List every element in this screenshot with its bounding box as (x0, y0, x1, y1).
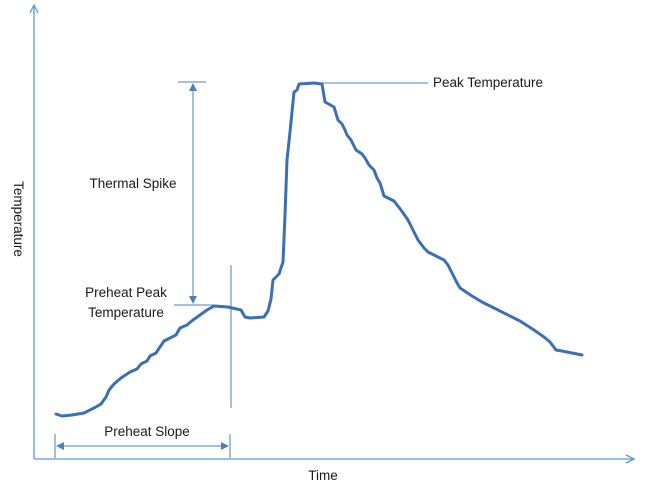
preheat-peak-label-line2: Temperature (88, 305, 164, 320)
peak-temperature-label: Peak Temperature (433, 75, 543, 90)
y-axis-label: Temperature (11, 181, 26, 257)
thermal-spike-label: Thermal Spike (89, 176, 176, 191)
temperature-profile-curve (54, 81, 584, 418)
x-axis-label: Time (308, 468, 338, 483)
preheat-peak-label-line1: Preheat Peak (85, 285, 167, 300)
preheat-slope-label: Preheat Slope (104, 424, 190, 439)
